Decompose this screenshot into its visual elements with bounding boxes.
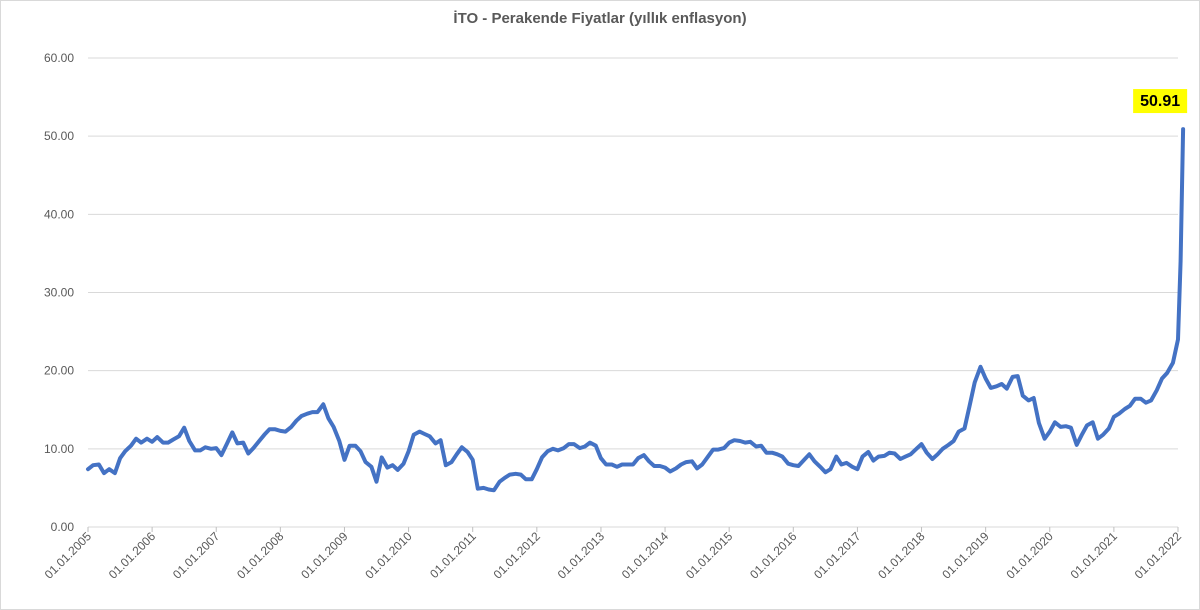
x-tick-label: 01.01.2008 [234,529,287,582]
y-axis-ticks: 0.00 10.00 20.00 30.00 40.00 50.00 60.00 [44,51,74,534]
x-tick-label: 01.01.2016 [747,529,800,582]
x-axis-ticks: 01.01.2005 01.01.2006 01.01.2007 01.01.2008… [42,527,1185,582]
x-tick-label: 01.01.2010 [362,529,415,582]
callout-value-label: 50.91 [1140,93,1180,110]
y-tick-label: 20.00 [44,364,74,378]
x-tick-label: 01.01.2020 [1004,529,1057,582]
callout-highlight [1133,89,1188,114]
annotation-layer: 50.91 [1133,89,1188,114]
y-tick-label: 40.00 [44,207,74,221]
x-tick-label: 01.01.2022 [1132,529,1185,582]
x-tick-label: 01.01.2011 [427,529,479,581]
x-tick-label: 01.01.2014 [619,529,672,582]
series-line-0 [86,127,1186,493]
y-tick-label: 30.00 [44,286,74,300]
series-layer [86,127,1186,493]
gridlines [88,57,1178,528]
y-tick-label: 60.00 [44,51,74,65]
x-tick-label: 01.01.2021 [1068,529,1121,582]
y-tick-label: 10.00 [44,442,74,456]
x-tick-label: 01.01.2015 [683,529,736,582]
y-tick-label: 50.00 [44,129,74,143]
x-tick-label: 01.01.2012 [491,529,544,582]
y-tick-label: 0.00 [51,520,75,534]
x-tick-label: 01.01.2018 [875,529,928,582]
x-tick-label: 01.01.2019 [939,529,992,582]
x-tick-label: 01.01.2007 [170,529,223,582]
x-tick-label: 01.01.2013 [555,529,608,582]
x-tick-label: 01.01.2005 [42,529,95,582]
x-tick-label: 01.01.2006 [106,529,159,582]
x-tick-label: 01.01.2017 [811,529,864,582]
chart-title: İTO - Perakende Fiyatlar (yıllık enflasy… [453,10,747,27]
x-tick-label: 01.01.2009 [298,529,351,582]
